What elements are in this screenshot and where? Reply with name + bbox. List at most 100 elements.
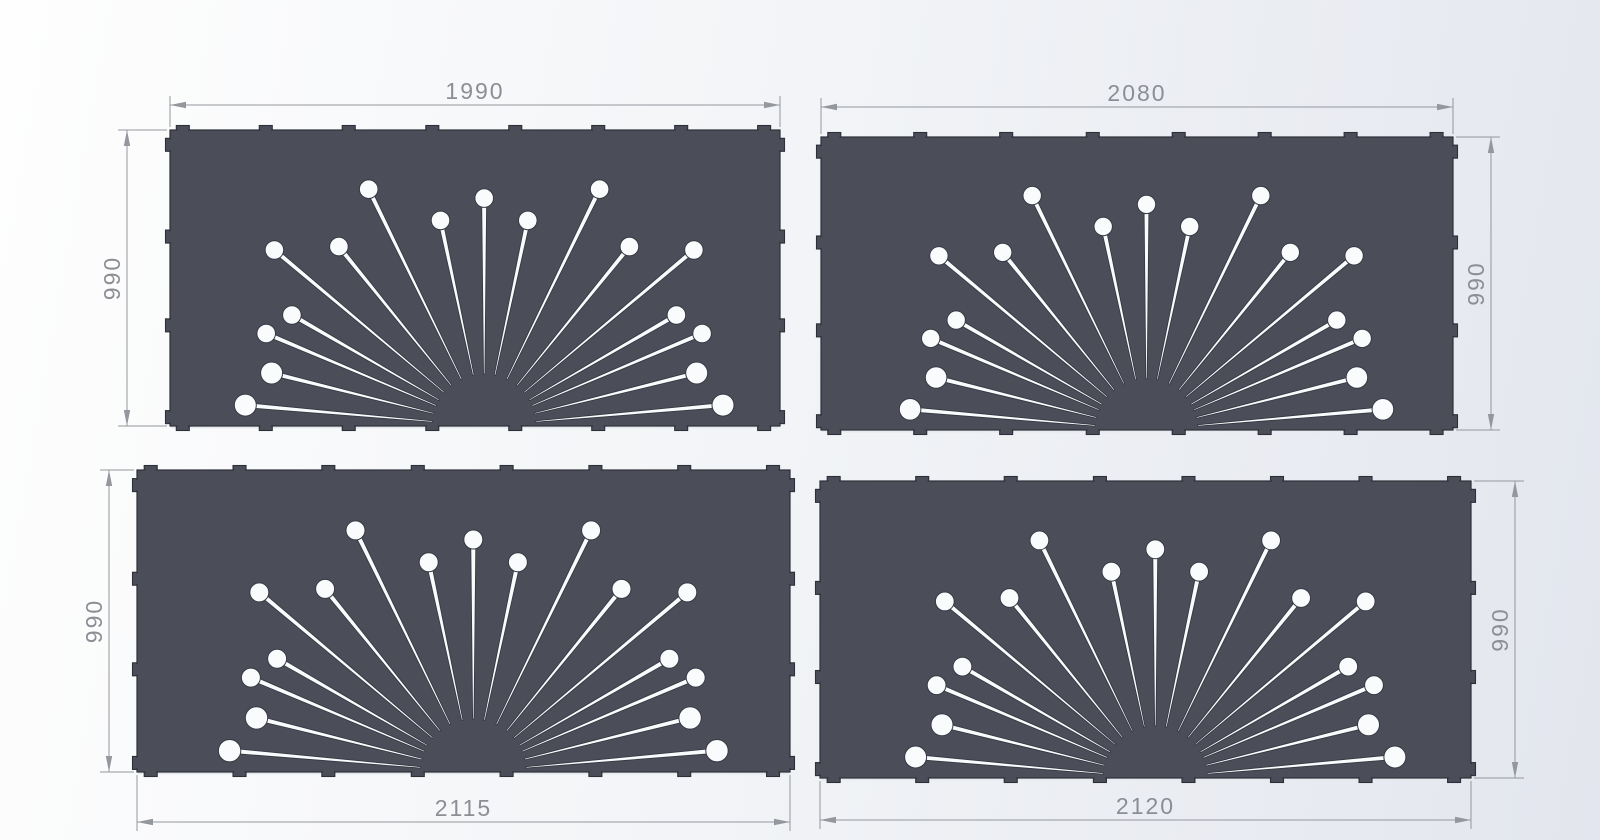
ray-dot-cutout [358,179,379,199]
edge-tab-joint [168,411,172,423]
edge-tab-joint [1345,428,1356,432]
ray-dot-cutout [666,305,687,325]
ray-dot-cutout [267,648,288,669]
height-dimension-label[interactable]: 990 [99,256,125,300]
edge-tab-joint [1005,479,1017,483]
ray-dot-cutout [249,582,270,603]
edge-tab-joint [1431,428,1442,432]
arrowhead-right [764,101,780,109]
arrowhead-left [821,103,837,111]
edge-tab-joint [1000,135,1012,139]
edge-tab-joint [168,231,172,242]
edge-tab-joint [590,468,601,472]
arrowhead-left [170,101,186,109]
edge-tab-joint [135,479,139,491]
panel-view-bottom-right: 2120 990 [814,475,1524,829]
ray-dot-cutout [1180,216,1200,237]
edge-tab-joint [234,468,245,472]
edge-tab-joint [1259,135,1270,139]
edge-tab-joint [1469,671,1473,683]
ray-dot-cutout [1280,242,1301,263]
ray-dot-cutout [1327,310,1347,330]
edge-tab-joint [1360,776,1371,780]
ray-dot-cutout [1189,561,1209,582]
ray-dot-cutout [705,739,729,763]
arrowhead-top [105,470,113,486]
ray-dot-cutout [904,745,928,769]
edge-tab-joint [1469,582,1473,594]
ray-dot-cutout [474,188,495,208]
ray-dot-cutout [929,246,949,266]
ray-dot-cutout [1251,185,1271,206]
ray-dot-cutout [993,242,1013,263]
ray-dot-cutout [507,552,528,573]
edge-tab-joint [818,671,822,683]
edge-tab-joint [1451,415,1455,427]
steel-panel-plate[interactable] [169,129,781,427]
edge-tab-joint [1087,135,1099,139]
dimensions: 2120 990 [819,480,1524,829]
edge-tab-joint [819,146,823,157]
height-dimension-label[interactable]: 990 [1463,261,1489,305]
sheet-thickness-highlight [138,772,789,775]
edge-tab-joint [675,128,687,132]
ray-dot-cutout [611,578,632,599]
ray-dot-cutout [315,578,336,599]
edge-tab-joint [412,468,424,472]
edge-tab-joint [1000,428,1012,432]
sunburst-cutout-pattern [904,530,1407,775]
ray-dot-cutout [921,328,941,349]
ray-dot-cutout [685,667,706,688]
edge-tab-joint [778,411,782,423]
edge-tab-joint [501,770,512,774]
width-dimension-label[interactable]: 2115 [435,795,492,821]
ray-dot-cutout [233,393,257,417]
edge-tab-joint [788,664,792,675]
panel-view-top-left: 1990 990 [99,78,786,432]
ray-dot-cutout [1383,745,1407,769]
edge-tab-joint [828,479,839,483]
ray-dot-cutout [1291,588,1311,608]
ray-dot-cutout [677,582,698,603]
edge-tab-joint [916,479,928,483]
edge-tab-joint [343,128,355,132]
edge-tab-joint [778,320,782,331]
edge-tab-joint [412,770,424,774]
sunburst-cutout-pattern [898,185,1395,427]
edge-tab-joint [1173,428,1185,432]
width-dimension-label[interactable]: 1990 [445,78,504,104]
edge-tab-joint [260,424,272,428]
edge-tab-joint [1005,776,1017,780]
ray-dot-cutout [260,361,284,385]
height-dimension-label[interactable]: 990 [81,599,107,643]
ray-dot-cutout [934,591,955,612]
edge-tab-joint [343,424,355,428]
edge-tab-joint [592,424,604,428]
edge-tab-joint [168,320,172,331]
ray-dot-cutout [898,398,922,421]
edge-tab-joint [145,468,157,472]
arrowhead-top [1487,137,1495,153]
edge-tab-joint [828,135,840,139]
edge-tab-joint [767,770,779,774]
edge-tab-joint [788,479,792,491]
edge-tab-joint [1469,490,1473,502]
ray-dot-cutout [1344,246,1364,266]
edge-tab-joint [177,128,189,132]
edge-tab-joint [592,128,604,132]
edge-tab-joint [678,468,690,472]
edge-tab-joint [678,770,690,774]
edge-tab-joint [1448,479,1460,483]
height-dimension-label[interactable]: 990 [1487,607,1513,651]
ray-dot-cutout [240,667,261,688]
ray-dot-cutout [1364,675,1384,696]
dimensions: 1990 990 [99,78,781,427]
width-dimension-label[interactable]: 2120 [1116,793,1175,819]
ray-dot-cutout [256,323,277,344]
ray-dot-cutout [1355,591,1376,612]
edge-tab-joint [1448,776,1460,780]
ray-dot-cutout [924,366,948,389]
edge-tab-joint [758,128,770,132]
width-dimension-label[interactable]: 2080 [1107,80,1166,106]
